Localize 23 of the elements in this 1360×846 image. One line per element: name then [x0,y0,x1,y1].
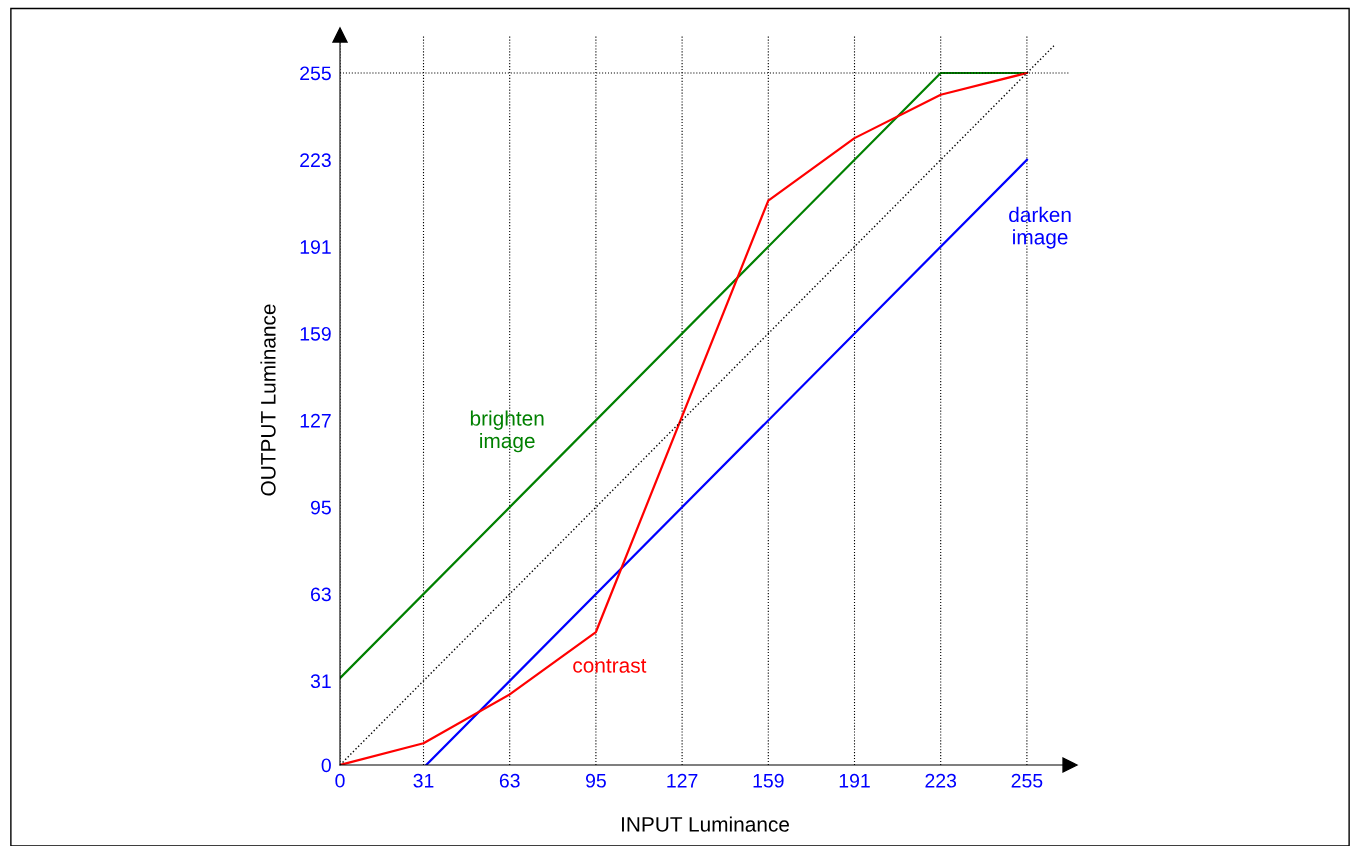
x-axis-title: INPUT Luminance [622,816,789,832]
x-tick-label: 191 [839,773,870,788]
y-tick-label: 255 [300,66,331,81]
series-label: contrast [573,659,647,673]
y-tick-label: 191 [300,240,331,254]
y-tick-label: 63 [311,587,331,602]
y-axis-title: OUTPUT Luminance [260,304,276,496]
x-tick-label: 63 [499,773,520,788]
x-tick-label: 159 [753,773,784,788]
y-tick-label: 0 [321,758,331,773]
x-tick-label: 31 [413,773,434,788]
x-tick-label: 223 [925,773,957,788]
x-tick-label: 127 [667,773,698,788]
x-tick-label: 255 [1011,773,1043,788]
y-tick-label: 127 [300,413,331,428]
x-tick-label: 0 [335,773,345,788]
series-label: darken image [1009,206,1071,249]
y-tick-label: 159 [300,326,331,341]
series-label: brighten image [470,410,544,453]
y-tick-label: 95 [310,500,331,515]
x-tick-label: 95 [586,773,606,788]
y-tick-label: 223 [300,153,331,168]
y-tick-label: 31 [310,674,331,689]
